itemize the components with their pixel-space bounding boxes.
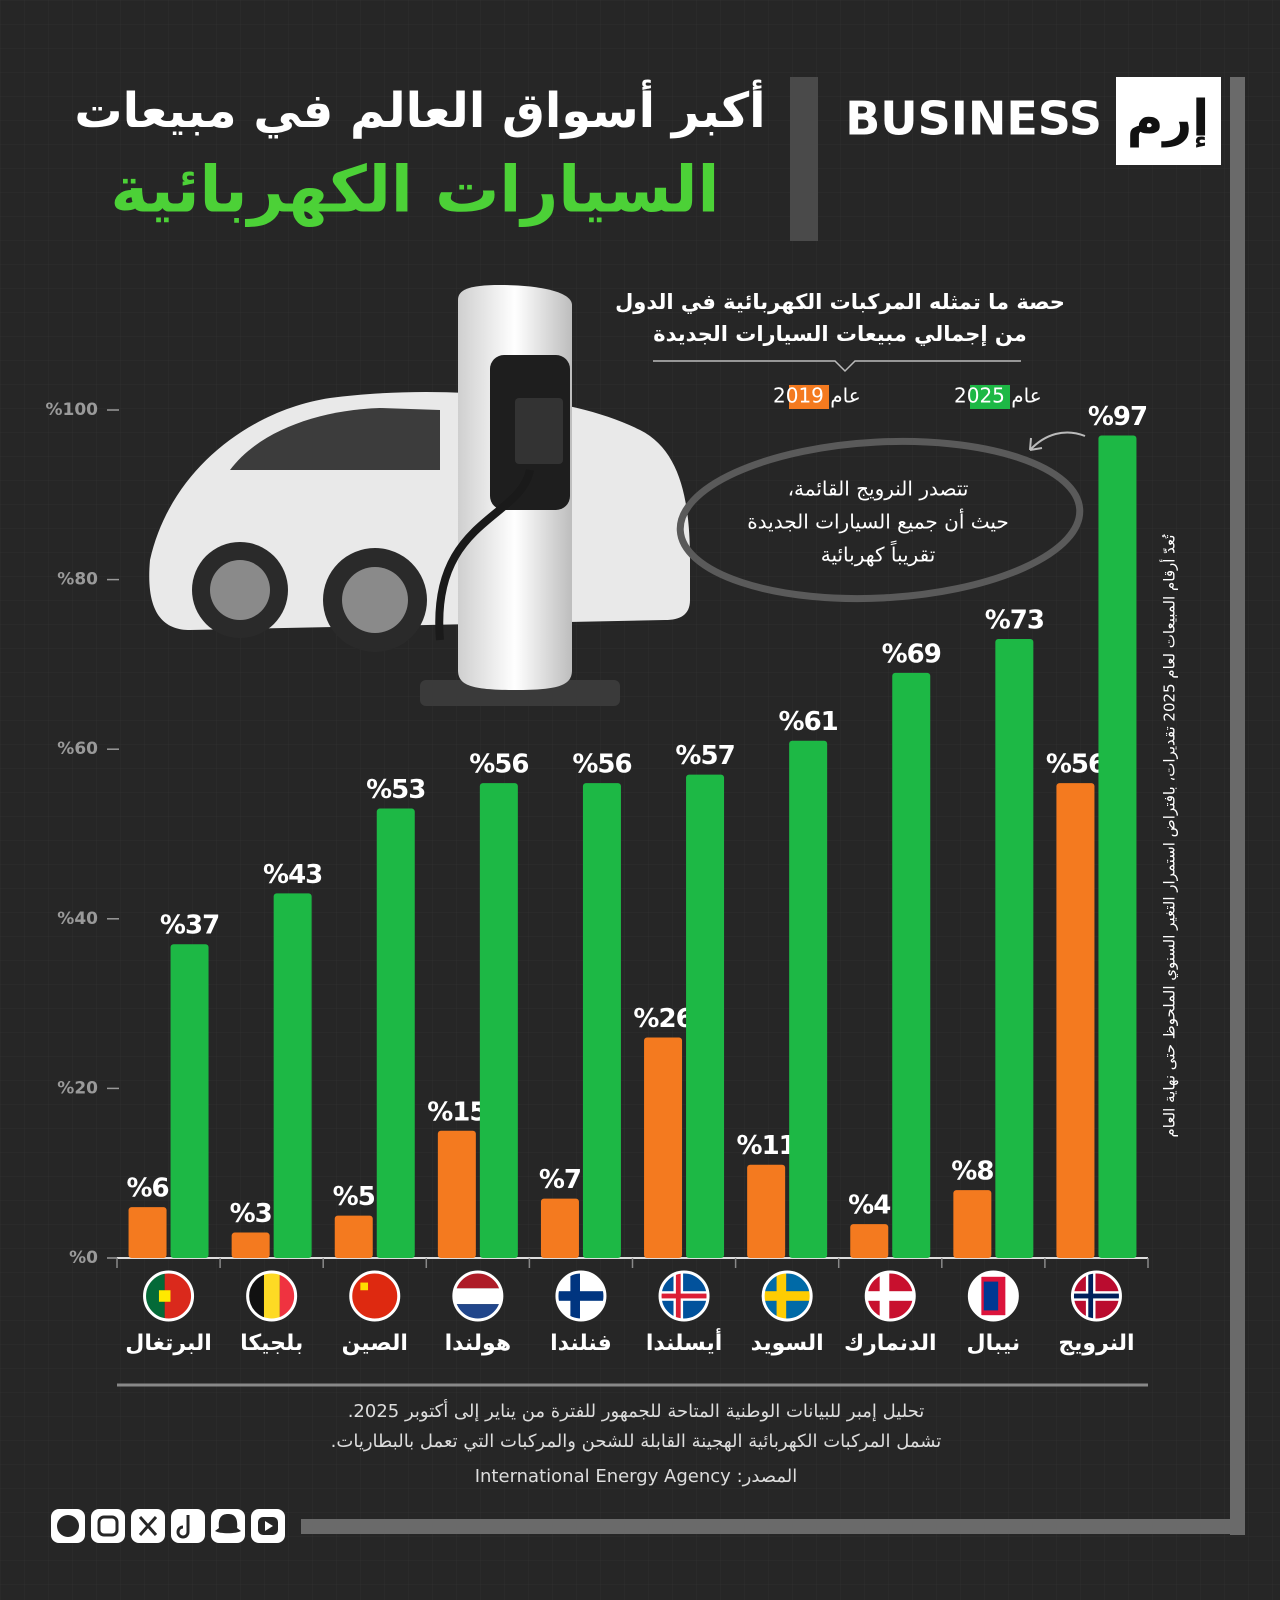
annotation-arrow: [1029, 431, 1086, 451]
bar: [789, 740, 828, 1258]
x-tick-label: بلجيكا: [240, 1331, 303, 1356]
bar: [231, 1232, 270, 1258]
flag-border: [143, 1270, 195, 1322]
flag-border: [349, 1270, 401, 1322]
legend-label: عام 2019: [773, 384, 861, 408]
note: تحليل إمبر للبيانات الوطنية المتاحة للجم…: [348, 1399, 925, 1422]
annotation: تتصدر النرويج القائمة،: [788, 477, 969, 501]
value-label: %7: [539, 1165, 581, 1195]
bar: [437, 1130, 476, 1258]
x-tick-label: أيسلندا: [646, 1327, 722, 1356]
value-label: %37: [160, 911, 219, 941]
flag-border: [761, 1270, 813, 1322]
bar: [892, 672, 931, 1258]
illustration: [149, 285, 690, 706]
bar: [747, 1164, 786, 1258]
y-tick-label: %40: [57, 909, 98, 929]
note: تشمل المركبات الكهربائية الهجينة القابلة…: [331, 1431, 942, 1452]
value-label: %73: [985, 605, 1044, 635]
social-icon[interactable]: [91, 1509, 125, 1543]
value-label: %97: [1088, 402, 1147, 432]
bar: [953, 1190, 992, 1258]
social-icons: [51, 1509, 285, 1543]
value-label: %3: [230, 1199, 272, 1229]
x-tick-label: الدنمارك: [844, 1331, 937, 1356]
bar: [995, 638, 1034, 1258]
y-tick-label: %80: [57, 570, 98, 590]
value-label: %6: [126, 1174, 168, 1204]
source: المصدر: International Energy Agency: [475, 1466, 798, 1487]
flag-border: [246, 1270, 298, 1322]
divider: [790, 77, 818, 241]
subtitle-underline: [653, 360, 1021, 373]
value-label: %61: [779, 707, 838, 737]
x-tick-label: هولندا: [445, 1331, 512, 1356]
annotation: تقريباً كهربائية: [821, 540, 936, 566]
flag-border: [864, 1270, 916, 1322]
legend-swatch: [789, 385, 829, 409]
value-label: %5: [333, 1182, 375, 1212]
bar: [170, 944, 209, 1258]
x-tick-label: نيبال: [967, 1331, 1021, 1356]
y-tick-label: %20: [57, 1078, 98, 1098]
value-label: %56: [469, 750, 528, 780]
value-label: %26: [633, 1004, 692, 1034]
chart-title: أكبر أسواق العالم في مبيعات: [74, 79, 765, 139]
flag-border: [658, 1270, 710, 1322]
flag-border: [452, 1270, 504, 1322]
y-tick-label: %100: [45, 400, 98, 420]
frame-bar: [301, 1519, 1245, 1534]
value-label: %56: [1046, 750, 1105, 780]
value-label: %11: [737, 1131, 796, 1161]
x-tick-label: السويد: [751, 1331, 824, 1356]
value-label: %56: [572, 750, 631, 780]
bar: [273, 893, 312, 1258]
side-note: تُعدّ أرقام المبيعات لعام 2025 تقديرات، …: [1160, 534, 1180, 1137]
bar: [1098, 435, 1137, 1258]
bar: [540, 1198, 579, 1258]
value-label: %8: [951, 1157, 993, 1187]
flag-border: [967, 1270, 1019, 1322]
flag-border: [555, 1270, 607, 1322]
bar: [334, 1215, 373, 1258]
value-label: %15: [427, 1097, 486, 1127]
bar: [582, 783, 621, 1258]
subtitle: حصة ما تمثله المركبات الكهربائية في الدو…: [615, 290, 1065, 314]
value-label: %57: [675, 741, 734, 771]
value-label: %53: [366, 775, 425, 805]
x-tick-label: النرويج: [1058, 1331, 1134, 1356]
frame-bar: [1230, 77, 1245, 1535]
bar: [479, 783, 518, 1258]
bar: [686, 774, 725, 1258]
legend-label: عام 2025: [954, 384, 1042, 408]
x-tick-label: البرتغال: [125, 1331, 212, 1356]
x-tick-label: الصين: [342, 1331, 408, 1356]
annotation-ellipse: [676, 437, 1084, 603]
logo: إرم: [1127, 90, 1210, 149]
annotation: حيث أن جميع السيارات الجديدة: [747, 509, 1009, 534]
chart-title-highlight: السيارات الكهربائية: [111, 154, 720, 228]
legend-swatch: [970, 385, 1010, 409]
brand: BUSINESS: [845, 92, 1102, 146]
bar: [850, 1224, 889, 1258]
y-tick-label: %60: [57, 739, 98, 759]
flag-border: [1070, 1270, 1122, 1322]
bar: [128, 1207, 167, 1258]
logo-box: [1116, 77, 1221, 165]
bar: [1056, 783, 1095, 1258]
y-tick-label: %0: [69, 1248, 98, 1268]
value-label: %69: [882, 639, 941, 669]
x-tick-label: فنلندا: [550, 1331, 612, 1356]
bar: [644, 1037, 683, 1258]
subtitle: من إجمالي مبيعات السيارات الجديدة: [653, 322, 1027, 346]
value-label: %43: [263, 860, 322, 890]
value-label: %4: [848, 1191, 890, 1221]
bar: [376, 808, 415, 1258]
